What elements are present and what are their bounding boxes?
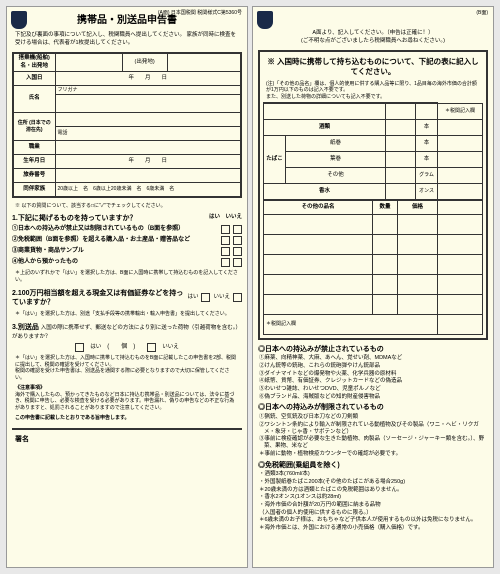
q1-heading: 1.下記に掲げるものを持っていますか？はい いいえ [12,214,242,223]
price-col: 価格 [398,200,438,214]
q3-heading: 3.別送品 [12,324,39,331]
perfume-row: 香水 [264,183,386,199]
fam-label: 同伴家族 [13,183,55,197]
occ-label: 職業 [13,141,55,155]
page-a: (A面) 日本国税関 税関様式C第5360号 携帯品・別送品申告書 下記及び裏面… [6,6,248,568]
prohibited-heading: ◎日本への持込みが禁止されているもの [258,345,488,354]
q2-note: ＊「はい」を選択した方は、別途「支払手段等の携帯輸出・輸入申告書」を提出してくだ… [12,309,242,320]
name-label: 氏名 [13,85,55,113]
restricted-list: ①猟銃、空気銃及び日本刀などの刀剣類②ワシントン条約により輸入が制限されている動… [258,413,488,458]
page-b: (B面) A面より、記入してください。（申告は正確に！） (ご不明な点がございま… [252,6,494,568]
b-top: A面より、記入してください。（申告は正確に！） (ご不明な点がございましたら税関… [258,28,488,47]
arrive-label: 入国日 [13,71,55,85]
pass-label: 旅券番号 [13,169,55,183]
q1d-no[interactable] [233,258,242,267]
confirmation: この申告書に記載したとおりである旨申告します。 [12,413,242,424]
q3-yes[interactable] [75,343,84,352]
q1c-yes[interactable] [221,247,230,256]
intro: 下記及び裏面の事項について記入し、税関職員へ提出してください。 家族が同時に検査… [12,30,242,49]
q1d: ④他人から預かったもの [12,259,218,267]
flight-label: 搭乗機(船舶)名・出発地 [13,53,55,71]
customs-shield-icon [257,11,273,29]
q2-no[interactable] [233,293,242,302]
customs-col: ＊税関記入欄 [438,103,483,119]
dep-label: (出発地) [122,53,167,71]
customs-shield-icon [11,11,27,29]
other-name-col: その他の品名 [264,200,373,214]
customs-total: ＊税関記入欄 [264,314,438,334]
personal-info-table: 搭乗機(船舶)名・出発地(出発地) 入国日年 月 日 氏名フリガナ 住所 (日本… [12,52,242,197]
q2-heading: 2.100万円相当額を超える現金又は有価証券などを持っていますか？ [12,289,184,307]
other-items-table: その他の品名数量価格 ＊税関記入欄 [263,200,483,335]
sake-row: 酒類 [264,119,386,135]
q1d-yes[interactable] [221,258,230,267]
table-note: (注)「その他の品名」欄は、個人的使用に供する購入品等に限り、1品目毎の海外市価… [263,79,483,103]
q1b-no[interactable] [233,236,242,245]
q3-no[interactable] [147,343,156,352]
category-table: ＊税関記入欄 酒類本 たばこ紙巻本 葉巻本 その他グラム 香水オンス [263,102,483,200]
signature-area[interactable]: 署名 [12,428,242,449]
side-b-label: (B面) [476,10,488,17]
q1a-yes[interactable] [221,225,230,234]
check-instruction: ※ 以下の質問について、該当する□に"✓"でチェックしてください。 [12,201,242,212]
prohibited-list: ①麻薬、向精神薬、大麻、あへん、覚せい剤、MDMAなど②けん銃等の銃砲、これらの… [258,355,488,401]
dutyfree-list: ・酒類3本(760ml/本)・外国製紙巻たばこ200本(その他のたばこがある場合… [258,471,488,533]
addr-label: 住所 (日本での 滞在先) [13,113,55,141]
form-id: (A面) 日本国税関 税関様式C第5360号 [158,10,242,17]
q1c: ③商業貨物・商品サンプル [12,248,218,256]
q1b-yes[interactable] [221,236,230,245]
dutyfree-heading: ◎免税範囲(乗組員を除く) [258,461,488,470]
q1a: ①日本への持込みが禁止又は制限されているもの（B面を参照） [12,226,218,234]
q1b: ②免税範囲（B面を参照）を超える購入品・お土産品・贈答品など [12,237,218,245]
tobacco-row: たばこ [264,135,286,183]
qty-col: 数量 [373,200,398,214]
q1a-no[interactable] [233,225,242,234]
q1-note: ＊上記のいずれかで「はい」を選択した方は、B面に入国時に携帯して持込むものを記入… [12,268,242,285]
q3-note: ＊「はい」を選択した方は、入国時に携帯して持込むものをB面に記載したこの申告書を… [12,353,242,383]
table-heading: ※ 入国時に携帯して持ち込むものについて、下記の表に記入してください。 [263,55,483,79]
restricted-heading: ◎日本への持込みが制限されているもの [258,403,488,412]
dob-label: 生年月日 [13,155,55,169]
q1c-no[interactable] [233,247,242,256]
caution: 《注意事項》海外で購入したもの、預かってきたものなど日本に持込む携帯品・別送品に… [12,383,242,413]
q2-yes[interactable] [201,293,210,302]
